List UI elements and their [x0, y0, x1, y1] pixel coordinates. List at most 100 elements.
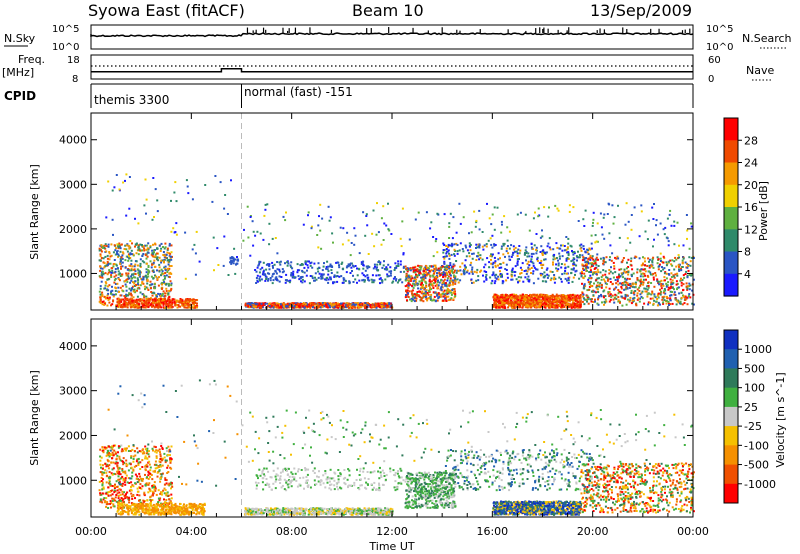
echo-cell — [419, 266, 421, 268]
echo-cell — [544, 301, 547, 304]
echo-cell — [573, 302, 576, 305]
echo-cell — [416, 291, 419, 293]
echo-cell — [111, 285, 113, 288]
echo-cell — [596, 240, 599, 243]
echo-cell — [377, 302, 380, 305]
echo-cell — [620, 287, 623, 290]
echo-cell — [532, 301, 535, 303]
echo-cell — [142, 276, 145, 279]
echo-cell — [448, 284, 451, 287]
echo-cell — [452, 283, 454, 286]
echo-cell — [510, 295, 513, 298]
echo-cell — [252, 305, 255, 308]
echo-cell — [423, 272, 426, 275]
echo-cell — [307, 214, 309, 217]
echo-cell — [503, 215, 506, 218]
echo-cell — [463, 273, 466, 276]
echo-cell — [436, 276, 439, 279]
echo-cell — [272, 279, 275, 282]
echo-cell — [195, 299, 198, 301]
echo-cell — [362, 211, 365, 214]
echo-cell — [402, 266, 405, 269]
echo-cell — [98, 249, 101, 252]
echo-cell — [303, 271, 306, 274]
echo-cell — [494, 300, 497, 303]
echo-cell — [436, 281, 439, 284]
echo-cell — [336, 302, 339, 305]
echo-cell — [663, 257, 666, 260]
echo-cell — [669, 290, 672, 293]
echo-cell — [528, 278, 531, 281]
echo-cell — [172, 227, 175, 230]
echo-cell — [633, 286, 636, 289]
echo-cell — [397, 262, 400, 265]
echo-cell — [319, 275, 322, 278]
echo-cell — [549, 248, 552, 251]
echo-cell — [181, 302, 183, 305]
echo-cell — [522, 303, 525, 306]
echo-cell — [514, 301, 517, 304]
echo-cell — [593, 272, 595, 275]
echo-cell — [174, 304, 177, 307]
echo-cell — [475, 271, 478, 274]
echo-cell — [365, 215, 368, 217]
echo-cell — [130, 263, 133, 266]
echo-cell — [424, 277, 427, 280]
echo-cell — [644, 230, 647, 233]
echo-cell — [651, 292, 654, 295]
echo-cell — [525, 304, 528, 307]
echo-cell — [519, 272, 522, 275]
echo-cell — [306, 264, 309, 267]
echo-cell — [641, 268, 644, 271]
echo-cell — [129, 292, 132, 295]
echo-cell — [502, 280, 505, 283]
echo-cell — [288, 303, 291, 306]
echo-cell — [123, 248, 126, 250]
count-top-label-left: 10^5 — [52, 24, 79, 35]
echo-cell — [468, 255, 471, 258]
echo-cell — [511, 278, 514, 281]
echo-cell — [622, 272, 625, 275]
echo-cell — [678, 269, 681, 272]
echo-cell — [486, 257, 489, 260]
echo-cell — [136, 277, 139, 280]
echo-cell — [586, 248, 589, 251]
echo-cell — [332, 241, 334, 244]
echo-cell — [156, 277, 159, 280]
echo-cell — [143, 204, 146, 207]
echo-cell — [380, 243, 383, 246]
echo-cell — [364, 269, 367, 272]
echo-cell — [259, 232, 262, 235]
echo-cell — [498, 306, 500, 309]
echo-cell — [163, 266, 166, 269]
echo-cell — [127, 259, 130, 262]
echo-cell — [318, 302, 321, 305]
echo-cell — [112, 300, 114, 303]
echo-cell — [501, 296, 504, 299]
echo-cell — [421, 284, 424, 287]
echo-cell — [670, 272, 673, 275]
echo-cell — [586, 269, 588, 272]
echo-cell — [150, 287, 152, 290]
echo-cell — [455, 231, 458, 234]
echo-cell — [261, 305, 264, 307]
echo-cell — [450, 242, 453, 245]
echo-cell — [500, 266, 503, 269]
echo-cell — [457, 269, 460, 272]
echo-cell — [589, 274, 592, 277]
echo-cell — [558, 252, 561, 255]
echo-cell — [387, 275, 390, 278]
echo-cell — [661, 266, 663, 269]
echo-cell — [428, 265, 431, 268]
echo-cell — [664, 292, 667, 295]
echo-cell — [268, 305, 271, 308]
echo-cell — [147, 264, 150, 267]
echo-cell — [493, 282, 496, 285]
echo-cell — [601, 274, 604, 277]
echo-cell — [581, 259, 584, 262]
echo-cell — [611, 294, 614, 297]
echo-cell — [389, 306, 392, 309]
echo-cell — [491, 274, 494, 277]
echo-cell — [530, 243, 533, 245]
echo-cell — [274, 277, 277, 280]
